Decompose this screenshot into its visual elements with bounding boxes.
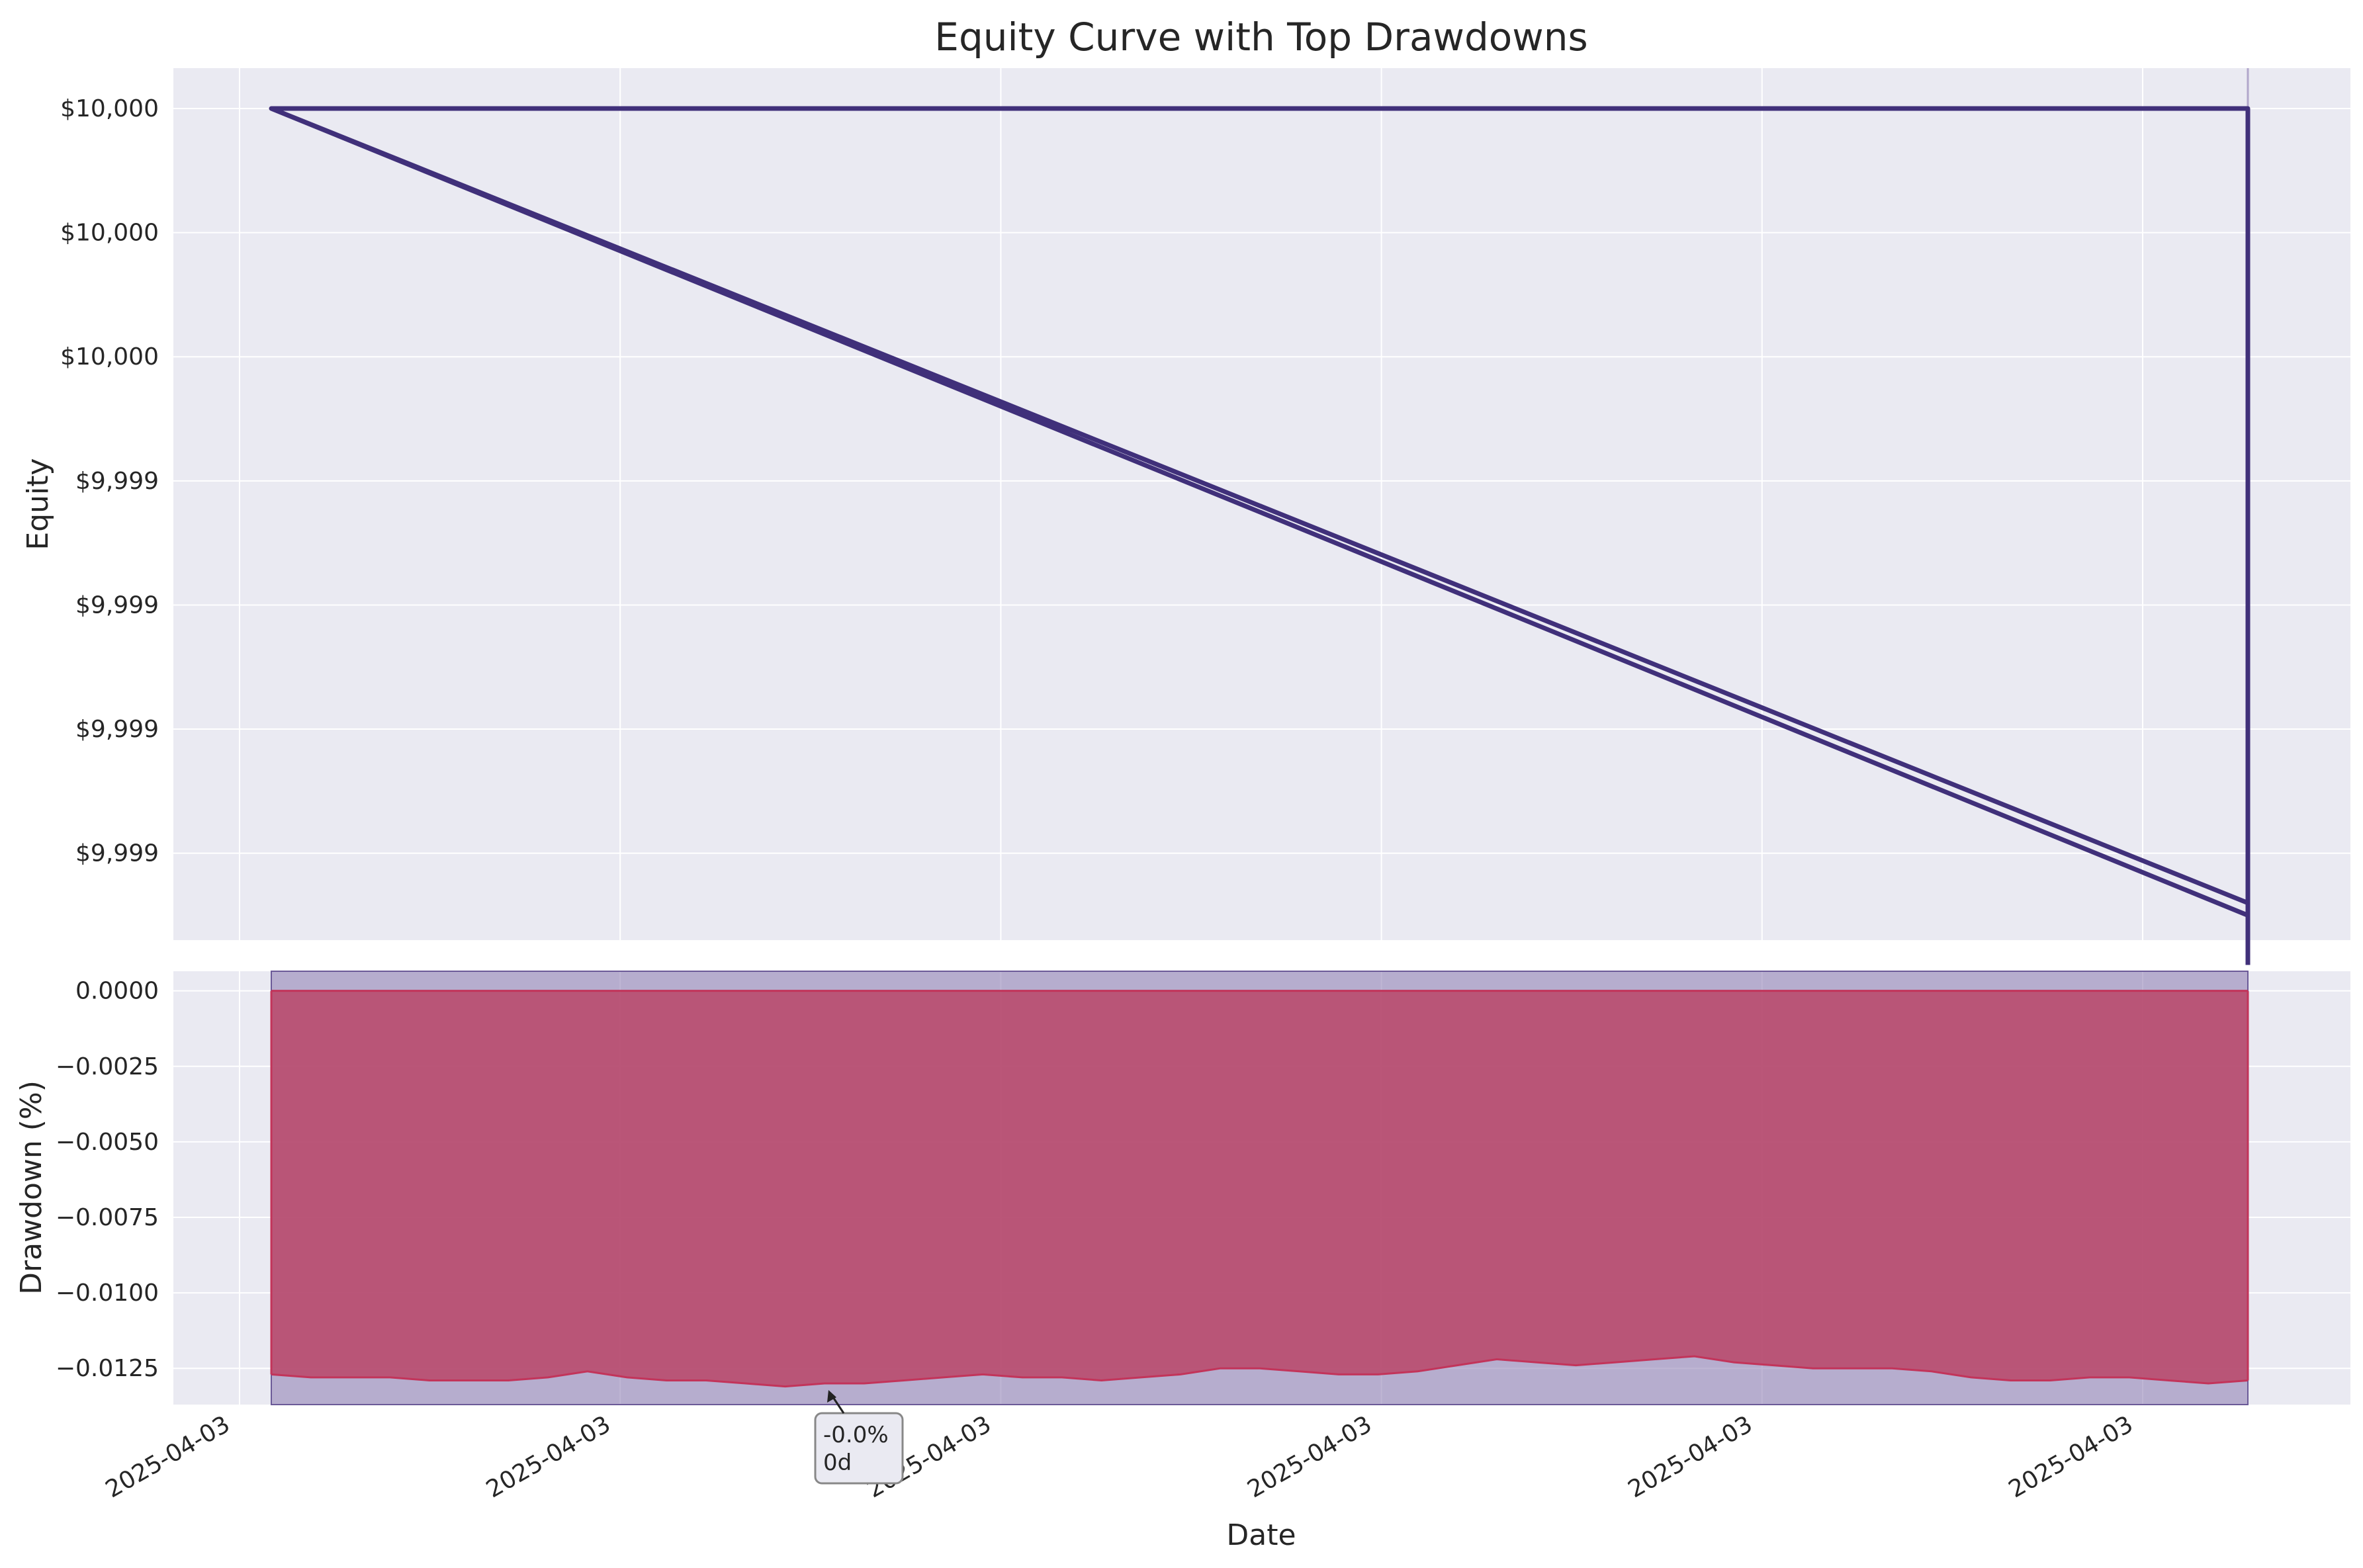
- equity-marks: [269, 68, 2251, 965]
- drawdown-y-tick-label: −0.0125: [56, 1355, 159, 1382]
- chart-title: Equity Curve with Top Drawdowns: [934, 15, 1587, 60]
- drawdown-marks: [270, 971, 2249, 1405]
- drawdown-y-tick-label: −0.0100: [56, 1280, 159, 1307]
- equity-panel: $10,000 $10,000 $10,000 $9,999 $9,999 $9,999 $…: [21, 15, 2350, 965]
- annotation-box: [814, 1412, 904, 1485]
- drawdown-line: [271, 1355, 2249, 1388]
- drawdown-y-tick-label: −0.0025: [56, 1053, 159, 1080]
- equity-y-tick-label: $10,000: [60, 220, 159, 247]
- x-tick-label: 2025-04-03: [482, 1411, 615, 1503]
- annotation-line-2: 0d: [823, 1450, 852, 1476]
- equity-y-tick-label: $10,000: [60, 95, 159, 122]
- equity-y-tick-label: $9,999: [75, 840, 159, 867]
- x-tick-label: 2025-04-03: [101, 1411, 235, 1503]
- x-axis-label: Date: [1226, 1518, 1296, 1552]
- equity-y-tick-label: $9,999: [75, 591, 159, 619]
- equity-y-axis-label: Equity: [21, 458, 55, 550]
- annotation-line-1: -0.0%: [823, 1422, 889, 1448]
- x-tick-label: 2025-04-03: [2004, 1411, 2138, 1503]
- equity-y-ticks: $10,000 $10,000 $10,000 $9,999 $9,999 $9,999 $…: [60, 95, 159, 867]
- equity-y-tick-label: $9,999: [75, 716, 159, 743]
- x-tick-label: 2025-04-03: [1243, 1411, 1376, 1503]
- equity-y-tick-label: $10,000: [60, 343, 159, 370]
- drawdown-fill: [271, 990, 2248, 1387]
- equity-y-tick-label: $9,999: [75, 468, 159, 495]
- drawdown-y-axis-label: Drawdown (%): [15, 1080, 48, 1295]
- drawdown-annotation: -0.0% 0d: [814, 1390, 904, 1485]
- equity-line: [269, 106, 2251, 965]
- equity-grid: [173, 68, 2350, 940]
- x-ticks: 2025-04-03 2025-04-03 2025-04-03 2025-04-03…: [101, 1411, 2138, 1503]
- drawdown-panel: 0.0000 −0.0025 −0.0050 −0.0075 −0.0100 −0.012…: [15, 971, 2350, 1552]
- drawdown-y-tick-label: 0.0000: [75, 978, 159, 1005]
- annotation-arrowhead: [827, 1390, 836, 1403]
- x-tick-label: 2025-04-03: [1624, 1411, 1758, 1503]
- drawdown-y-tick-label: −0.0050: [56, 1129, 159, 1156]
- drawdown-y-ticks: 0.0000 −0.0025 −0.0050 −0.0075 −0.0100 −0.012…: [56, 978, 159, 1383]
- drawdown-y-tick-label: −0.0075: [56, 1204, 159, 1231]
